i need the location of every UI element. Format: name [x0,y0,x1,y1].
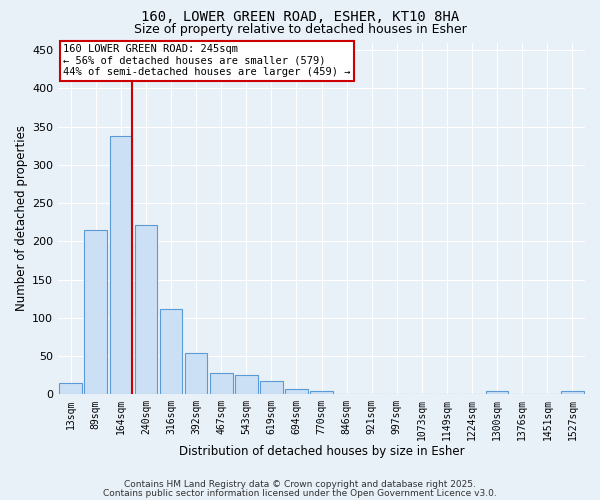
Bar [235,375,257,394]
Bar [85,230,107,394]
Bar [59,383,82,394]
Bar [486,392,508,394]
Y-axis label: Number of detached properties: Number of detached properties [15,126,28,312]
Bar [134,224,157,394]
X-axis label: Distribution of detached houses by size in Esher: Distribution of detached houses by size … [179,444,464,458]
Text: 160, LOWER GREEN ROAD, ESHER, KT10 8HA: 160, LOWER GREEN ROAD, ESHER, KT10 8HA [141,10,459,24]
Text: 160 LOWER GREEN ROAD: 245sqm
← 56% of detached houses are smaller (579)
44% of s: 160 LOWER GREEN ROAD: 245sqm ← 56% of de… [64,44,351,78]
Text: Contains public sector information licensed under the Open Government Licence v3: Contains public sector information licen… [103,488,497,498]
Bar [561,392,584,394]
Bar [210,373,233,394]
Bar [285,389,308,394]
Text: Size of property relative to detached houses in Esher: Size of property relative to detached ho… [134,22,466,36]
Bar [260,380,283,394]
Bar [310,392,333,394]
Text: Contains HM Land Registry data © Crown copyright and database right 2025.: Contains HM Land Registry data © Crown c… [124,480,476,489]
Bar [160,308,182,394]
Bar [110,136,132,394]
Bar [185,353,208,395]
